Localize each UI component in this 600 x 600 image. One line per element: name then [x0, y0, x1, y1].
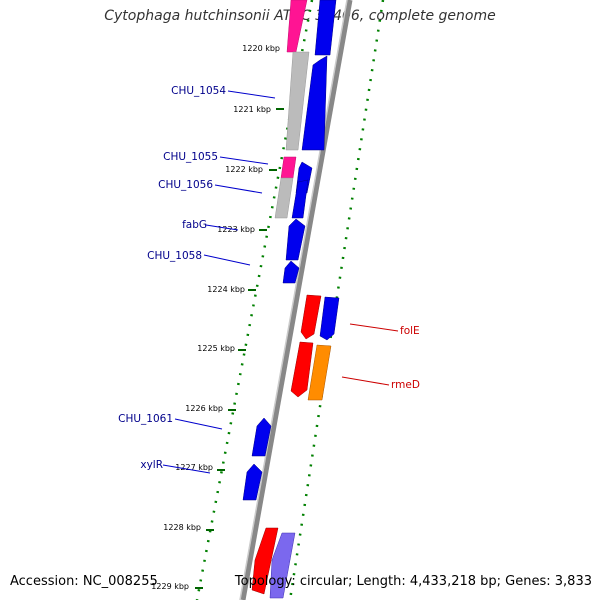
leader-line-chu-1061: [174, 418, 223, 430]
gene-arrow-xylr[interactable]: [242, 463, 263, 501]
gene-label-fole[interactable]: folE: [400, 325, 420, 337]
leader-line-chu-1058: [203, 254, 251, 266]
gene-label-fabg[interactable]: fabG: [182, 219, 207, 231]
outer-dotted-ring: [288, 0, 385, 600]
tick-label: 1221 kbp: [233, 105, 271, 114]
tick-label: 1225 kbp: [197, 344, 235, 353]
genome-backbone: [240, 0, 353, 600]
gene-arrow-fole-a[interactable]: [300, 294, 322, 340]
leader-line-fole: [349, 323, 399, 332]
gene-arrow-chu-1058[interactable]: [282, 260, 300, 284]
feature-gray[interactable]: [285, 51, 310, 151]
gene-arrow-fole-b[interactable]: [319, 296, 340, 341]
leader-line-chu-1056: [214, 184, 263, 194]
gene-label-chu-1054[interactable]: CHU_1054: [171, 85, 226, 97]
tick-label: 1220 kbp: [242, 44, 280, 53]
genome-backbone-highlight: [239, 0, 348, 600]
gene-arrow-chu-1054[interactable]: [301, 55, 328, 151]
leader-line-xylr: [162, 464, 211, 474]
forward-strand-features: [269, 0, 340, 599]
feature-magenta[interactable]: [286, 0, 308, 53]
gene-arrow-rmed-b[interactable]: [307, 344, 332, 401]
leader-line-chu-1055: [219, 156, 269, 165]
ruler-ticks: [195, 49, 296, 589]
feature-purple[interactable]: [269, 532, 296, 599]
gene-label-chu-1056[interactable]: CHU_1056: [158, 179, 213, 191]
gene-arrow-rmed-a[interactable]: [290, 341, 314, 398]
gene-arrow-chu-1061[interactable]: [251, 417, 272, 457]
genome-summary-text: Topology: circular; Length: 4,433,218 bp…: [234, 574, 592, 589]
tick-label: 1224 kbp: [207, 285, 245, 294]
tick-label: 1226 kbp: [185, 404, 223, 413]
gene-label-xylr[interactable]: xylR: [140, 459, 163, 471]
gene-arrow-chu-1056b[interactable]: [291, 179, 309, 219]
gene-label-rmed[interactable]: rmeD: [391, 379, 420, 391]
gene-label-chu-1061[interactable]: CHU_1061: [118, 413, 173, 425]
gene-label-chu-1058[interactable]: CHU_1058: [147, 250, 202, 262]
gene-arrow-red[interactable]: [251, 527, 279, 595]
accession-text: Accession: NC_008255: [10, 574, 158, 589]
leader-line-fabg: [205, 224, 239, 231]
tick-label: 1222 kbp: [225, 165, 263, 174]
gene-arrow-top[interactable]: [314, 0, 337, 56]
feature-gray[interactable]: [274, 177, 294, 219]
reverse-strand-features: [242, 0, 313, 595]
leader-line-rmed: [341, 376, 390, 386]
tick-label: 1229 kbp: [151, 582, 189, 591]
tick-label: 1228 kbp: [163, 523, 201, 532]
tick-label: 1227 kbp: [175, 463, 213, 472]
gene-label-chu-1055[interactable]: CHU_1055: [163, 151, 218, 163]
feature-magenta[interactable]: [280, 156, 297, 179]
leader-line-chu-1054: [227, 90, 276, 99]
gene-arrow-fabg[interactable]: [285, 218, 306, 261]
